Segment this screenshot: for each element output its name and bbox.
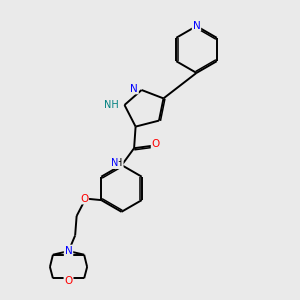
Text: O: O [80,194,88,204]
Text: O: O [64,276,73,286]
Text: N: N [65,245,72,256]
Text: O: O [152,139,160,149]
Text: N: N [193,20,200,31]
Text: N: N [111,158,118,168]
Text: H: H [116,158,123,168]
Text: N: N [130,83,138,94]
Text: NH: NH [104,100,119,110]
